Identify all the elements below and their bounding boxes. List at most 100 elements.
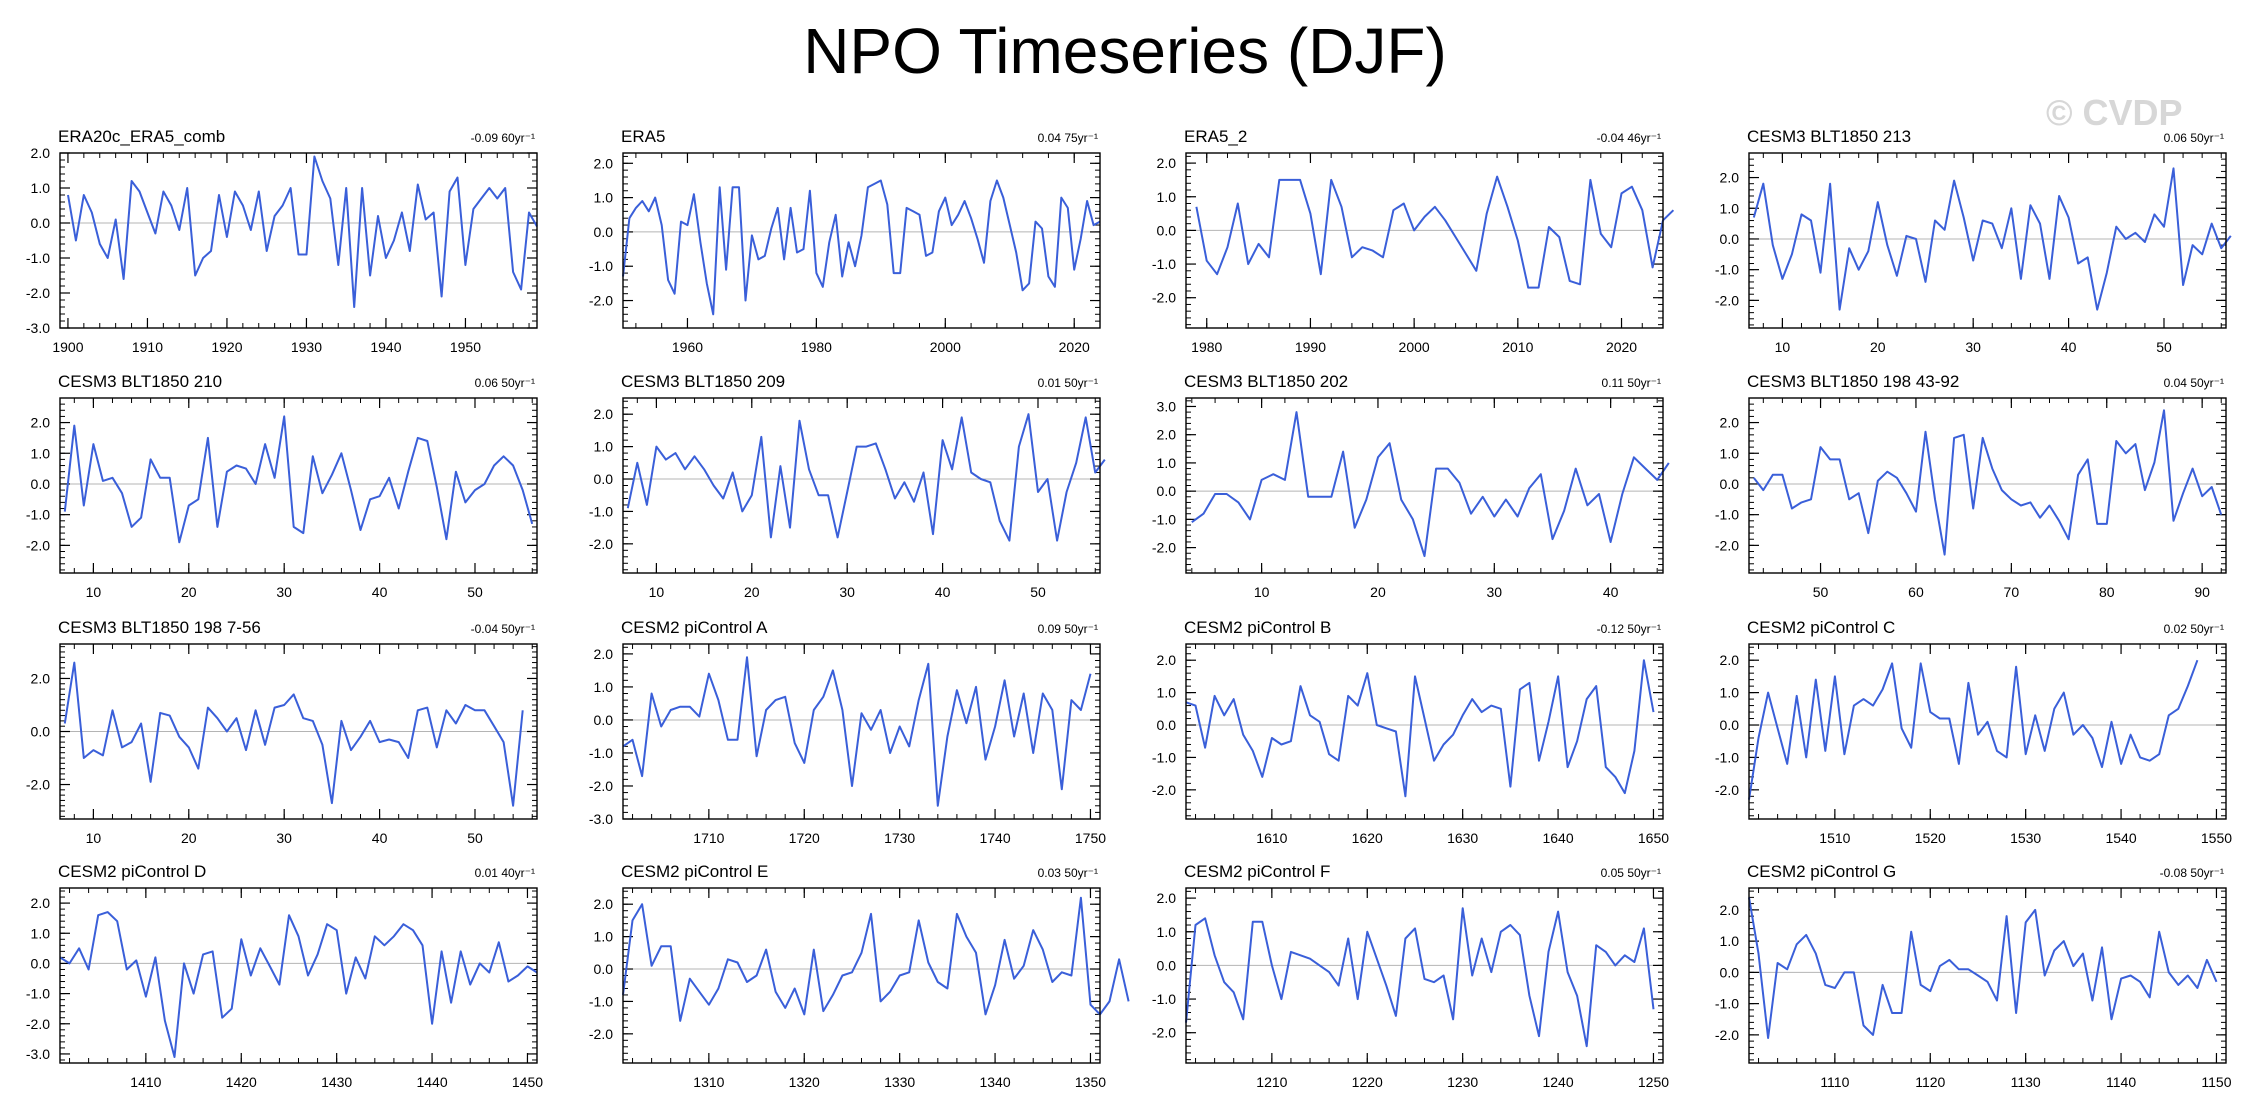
- x-tick-label: 90: [2194, 584, 2210, 600]
- y-tick-label: 0.0: [594, 712, 614, 728]
- y-tick-label: -2.0: [1715, 782, 1739, 798]
- x-tick-label: 50: [467, 830, 483, 846]
- x-tick-label: 1430: [321, 1074, 352, 1090]
- x-tick-label: 1960: [672, 339, 703, 355]
- y-tick-label: 0.0: [1157, 957, 1177, 973]
- x-tick-label: 50: [1030, 584, 1046, 600]
- x-tick-label: 2000: [1399, 339, 1430, 355]
- x-tick-label: 1710: [693, 830, 724, 846]
- page-title: NPO Timeseries (DJF): [803, 15, 1447, 87]
- y-tick-label: -1.0: [1152, 749, 1176, 765]
- panel-title: CESM2 piControl A: [621, 618, 768, 637]
- x-tick-label: 1440: [416, 1074, 447, 1090]
- x-tick-label: 1630: [1447, 830, 1478, 846]
- y-tick-label: 2.0: [31, 415, 51, 431]
- plot-frame: [1748, 643, 2227, 820]
- y-tick-label: 2.0: [1157, 890, 1177, 906]
- panel-title: CESM2 piControl F: [1184, 862, 1330, 881]
- trend-label: 0.02 50yr⁻¹: [2164, 622, 2224, 636]
- y-tick-label: 1.0: [1720, 685, 1740, 701]
- x-tick-label: 1910: [132, 339, 163, 355]
- x-tick-label: 70: [2004, 584, 2020, 600]
- y-tick-label: -1.0: [26, 250, 50, 266]
- x-tick-label: 1900: [52, 339, 83, 355]
- panel-title: ERA5: [621, 127, 665, 146]
- y-tick-label: 2.0: [594, 646, 614, 662]
- trend-label: 0.04 50yr⁻¹: [2164, 376, 2224, 390]
- y-tick-label: 1.0: [31, 445, 51, 461]
- x-tick-label: 1950: [450, 339, 481, 355]
- x-tick-label: 30: [276, 584, 292, 600]
- trend-label: -0.04 50yr⁻¹: [471, 622, 535, 636]
- y-tick-label: -2.0: [1715, 292, 1739, 308]
- y-tick-label: -2.0: [589, 778, 613, 794]
- x-tick-label: 1450: [512, 1074, 543, 1090]
- panel-title: ERA5_2: [1184, 127, 1247, 146]
- y-tick-label: 1.0: [594, 679, 614, 695]
- trend-label: -0.04 46yr⁻¹: [1597, 131, 1661, 145]
- plot-frame: [59, 887, 538, 1064]
- panel-title: CESM3 BLT1850 198 43-92: [1747, 372, 1959, 391]
- trend-label: -0.12 50yr⁻¹: [1597, 622, 1661, 636]
- series-line: [1753, 409, 2223, 556]
- plot-frame: [622, 397, 1101, 574]
- y-tick-label: -2.0: [1152, 1025, 1176, 1041]
- x-tick-label: 2020: [1059, 339, 1090, 355]
- x-tick-label: 1530: [2010, 830, 2041, 846]
- panel-title: CESM3 BLT1850 210: [58, 372, 222, 391]
- y-tick-label: 0.0: [31, 955, 51, 971]
- plot-frame: [1748, 397, 2227, 574]
- x-tick-label: 1130: [2011, 1074, 2041, 1090]
- y-tick-label: 2.0: [594, 406, 614, 422]
- plot-frame: [1185, 643, 1664, 820]
- panel-title: CESM3 BLT1850 209: [621, 372, 785, 391]
- x-tick-label: 10: [649, 584, 665, 600]
- x-tick-label: 40: [372, 584, 388, 600]
- y-tick-label: 0.0: [1157, 483, 1177, 499]
- cvdp-watermark: © CVDP: [2046, 92, 2183, 133]
- x-tick-label: 1720: [789, 830, 820, 846]
- y-tick-label: 1.0: [1157, 924, 1177, 940]
- y-tick-label: -2.0: [1152, 782, 1176, 798]
- x-tick-label: 1740: [979, 830, 1010, 846]
- x-tick-label: 2020: [1606, 339, 1637, 355]
- x-tick-label: 1210: [1256, 1074, 1287, 1090]
- series-line: [1752, 167, 2232, 311]
- y-tick-label: -1.0: [1152, 256, 1176, 272]
- x-tick-label: 1640: [1542, 830, 1573, 846]
- y-tick-label: -2.0: [26, 1016, 50, 1032]
- trend-label: 0.11 50yr⁻¹: [1602, 376, 1661, 390]
- x-tick-label: 1150: [2201, 1074, 2231, 1090]
- panel-15: CESM2 piControl F 0.05 50yr⁻¹ 2.0 1.0 0.0 -1.…: [1152, 862, 1669, 1090]
- panel-4: CESM3 BLT1850 213 0.06 50yr⁻¹ 2.0 1.0 0.0 -1.…: [1715, 127, 2232, 355]
- x-tick-label: 1930: [291, 339, 322, 355]
- y-tick-label: 0.0: [31, 215, 51, 231]
- series-line: [67, 155, 538, 308]
- y-tick-label: 0.0: [1720, 476, 1740, 492]
- x-tick-label: 10: [86, 830, 102, 846]
- panel-title: CESM3 BLT1850 202: [1184, 372, 1348, 391]
- y-tick-label: -2.0: [589, 536, 613, 552]
- plot-frame: [622, 643, 1101, 820]
- x-tick-label: 2010: [1502, 339, 1533, 355]
- panel-12: CESM2 piControl C 0.02 50yr⁻¹ 2.0 1.0 0.0 -1.…: [1715, 618, 2232, 846]
- x-tick-label: 30: [1487, 584, 1503, 600]
- x-tick-label: 40: [1603, 584, 1619, 600]
- y-tick-label: 2.0: [594, 155, 614, 171]
- panel-title: ERA20c_ERA5_comb: [58, 127, 225, 146]
- x-tick-label: 1940: [370, 339, 401, 355]
- y-tick-label: 1.0: [1157, 685, 1177, 701]
- series-line: [622, 896, 1130, 1022]
- y-tick-label: -1.0: [1715, 749, 1739, 765]
- trend-label: -0.08 50yr⁻¹: [2160, 866, 2224, 880]
- y-tick-label: 0.0: [1720, 717, 1740, 733]
- panel-title: CESM3 BLT1850 213: [1747, 127, 1911, 146]
- panel-title: CESM2 piControl C: [1747, 618, 1895, 637]
- panel-14: CESM2 piControl E 0.03 50yr⁻¹ 2.0 1.0 0.0 -1.…: [589, 862, 1130, 1090]
- x-tick-label: 1410: [130, 1074, 161, 1090]
- plot-frame: [1748, 887, 2227, 1064]
- y-tick-label: -3.0: [26, 320, 50, 336]
- y-tick-label: -2.0: [589, 1026, 613, 1042]
- x-tick-label: 1350: [1075, 1074, 1106, 1090]
- x-tick-label: 40: [2061, 339, 2077, 355]
